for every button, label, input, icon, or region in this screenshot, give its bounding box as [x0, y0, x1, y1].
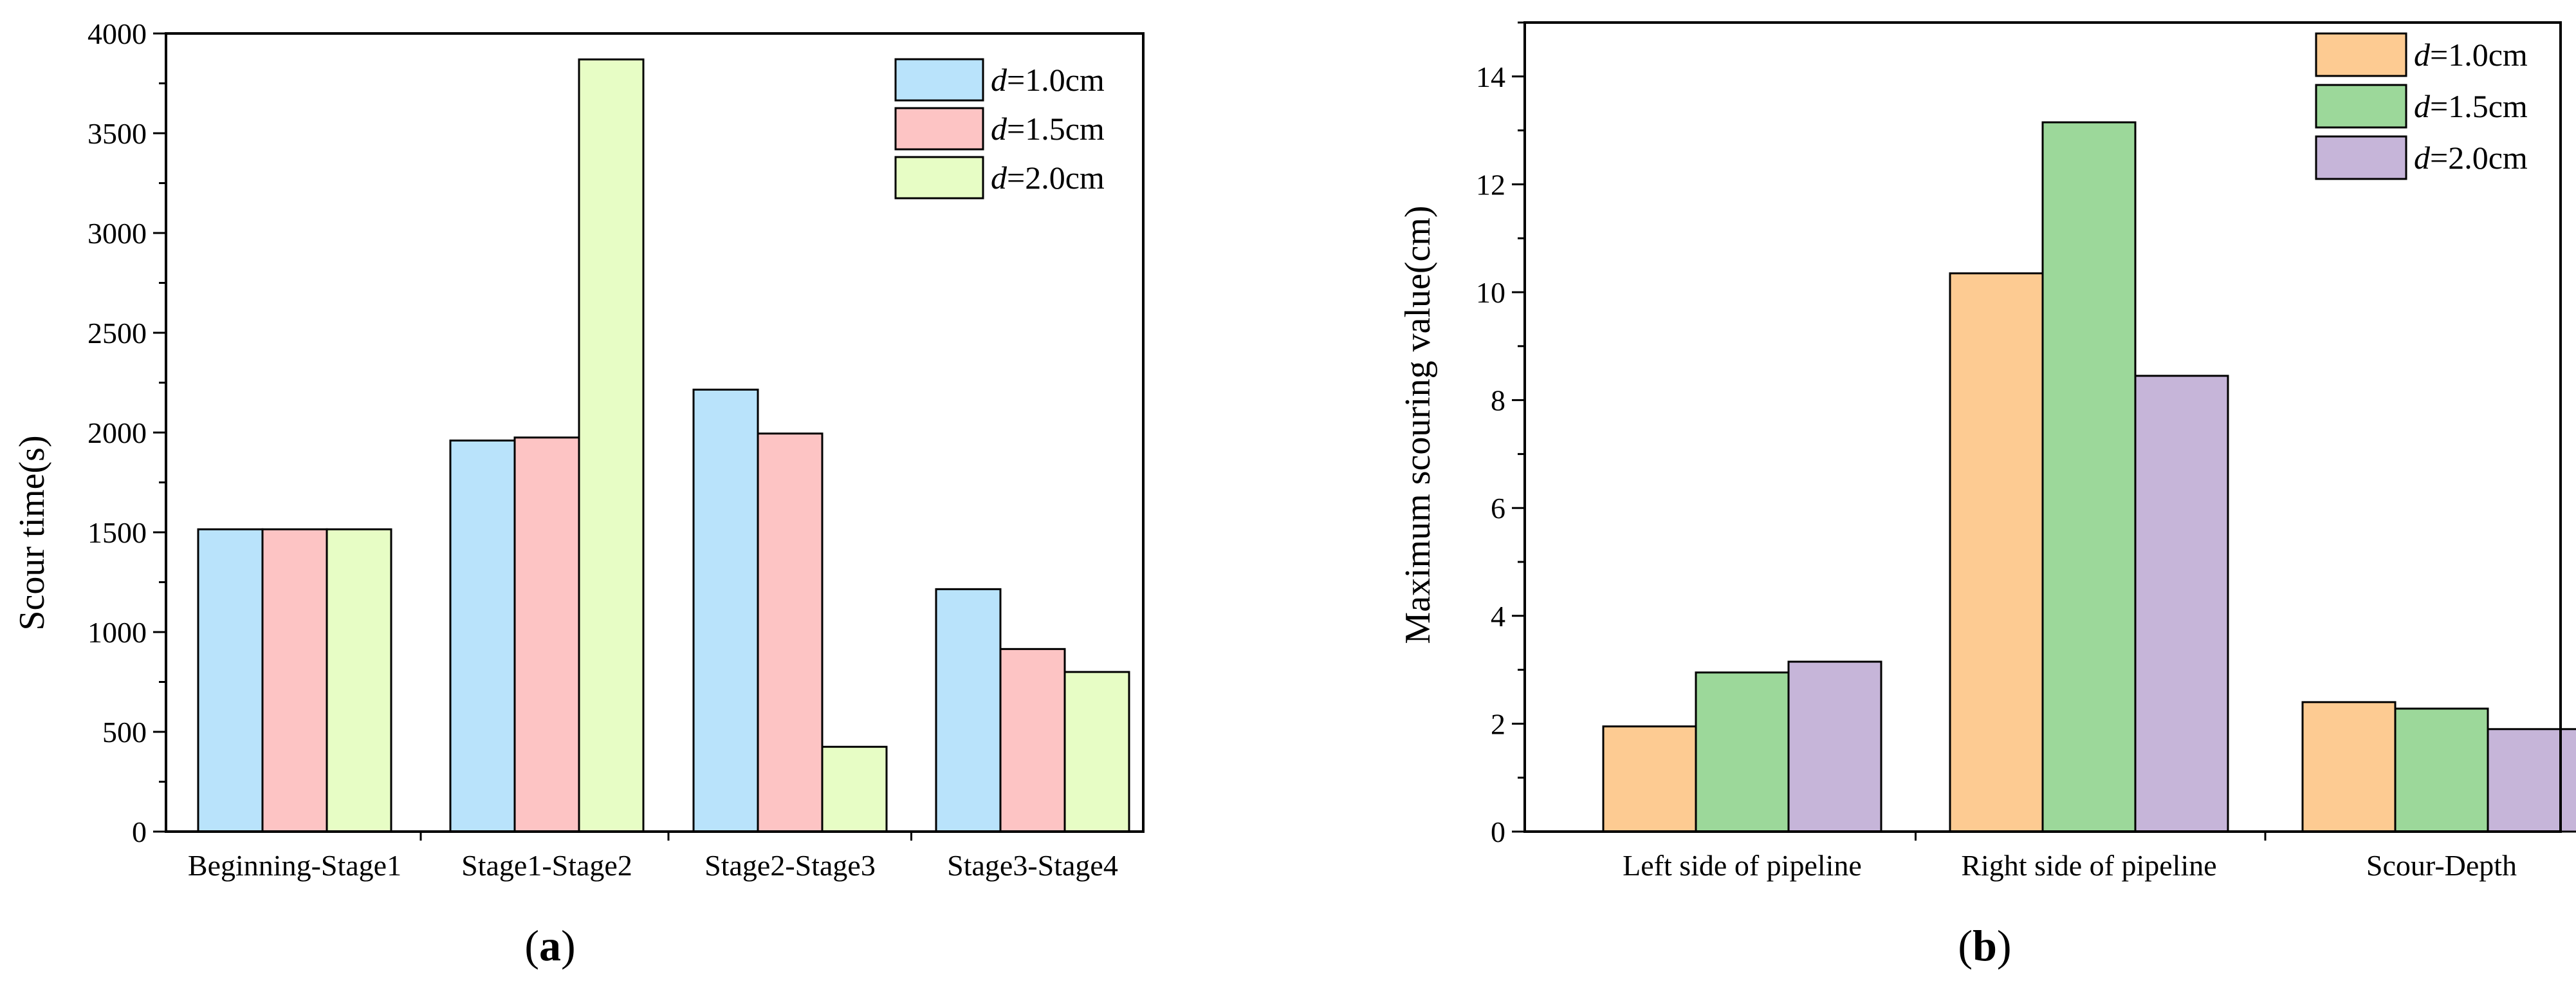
bar [1949, 272, 2044, 833]
y-axis-title: Scour time(s) [12, 435, 52, 630]
y-tick-label: 500 [102, 716, 147, 749]
tick-group: Beginning-Stage1 Stage1-Stage2 Stage2-Stag… [87, 17, 1118, 882]
y-tick-label: 3000 [87, 217, 147, 250]
plot-frame [165, 32, 1145, 833]
x-tick-label: Left side of pipeline [1623, 849, 1862, 882]
y-tick-label: 4 [1491, 600, 1505, 633]
chart-panel-b: Maximum scouring value(cm) Left side of … [1398, 21, 2576, 970]
x-tick-label: Stage1-Stage2 [461, 849, 632, 882]
y-tick-label: 4000 [87, 17, 147, 50]
bar [2134, 375, 2229, 833]
x-tick-label: Stage2-Stage3 [704, 849, 876, 882]
legend: d=1.0cm d=1.5cm d=2.0cm [2315, 32, 2528, 180]
y-tick-label: 2 [1491, 707, 1505, 740]
bar [1602, 725, 1697, 833]
bar [692, 388, 759, 833]
legend-swatch [894, 156, 984, 200]
bar [2394, 707, 2489, 833]
bar [513, 436, 580, 833]
y-axis-title: Maximum scouring value(cm) [1398, 205, 1438, 644]
bar-group [197, 58, 1130, 833]
bar [999, 648, 1066, 833]
legend-label: d=2.0cm [991, 160, 1105, 196]
legend-label: d=1.5cm [2414, 88, 2528, 124]
panel-label: (b) [1958, 921, 2011, 970]
bar [261, 528, 328, 833]
x-tick-label: Right side of pipeline [1961, 849, 2216, 882]
bar [935, 588, 1002, 833]
bar-group [1602, 121, 2576, 833]
x-tick-label: Beginning-Stage1 [188, 849, 401, 882]
legend-swatch [894, 58, 984, 102]
legend-swatch [2315, 32, 2407, 77]
legend-label: d=1.0cm [991, 62, 1105, 98]
legend-swatch [2315, 84, 2407, 129]
panel-label: (a) [524, 921, 575, 970]
legend-swatch [2315, 135, 2407, 180]
y-tick-label: 8 [1491, 384, 1505, 417]
y-tick-label: 2000 [87, 416, 147, 449]
bar [197, 528, 264, 833]
legend: d=1.0cm d=1.5cm d=2.0cm [894, 58, 1105, 200]
y-tick-label: 14 [1476, 61, 1505, 93]
y-tick-label: 1500 [87, 516, 147, 549]
bar [326, 528, 392, 833]
bar [757, 433, 823, 833]
y-tick-label: 0 [132, 816, 147, 848]
y-tick-label: 0 [1491, 816, 1505, 848]
bar [1695, 671, 1790, 833]
y-tick-label: 6 [1491, 492, 1505, 525]
y-tick-label: 10 [1476, 276, 1505, 309]
bar [2487, 728, 2576, 833]
bar [578, 58, 645, 833]
x-tick-label: Stage3-Stage4 [947, 849, 1118, 882]
bar [1787, 660, 1882, 833]
x-tick-label: Scour-Depth [2366, 849, 2517, 882]
y-tick-label: 3500 [87, 117, 147, 150]
y-tick-label: 12 [1476, 168, 1505, 201]
y-tick-label: 1000 [87, 616, 147, 649]
legend-label: d=2.0cm [2414, 140, 2528, 176]
bar [2301, 701, 2397, 833]
bar [449, 439, 516, 833]
legend-label: d=1.5cm [991, 111, 1105, 147]
bar [2041, 121, 2137, 833]
tick-group: Left side of pipeline Right side of pipel… [1476, 21, 2517, 882]
bar [1063, 671, 1130, 833]
legend-swatch [894, 107, 984, 151]
chart-panel-a: Scour time(s) Beginning-Stage1 Stage1-Sta… [12, 17, 1145, 970]
bar [821, 745, 888, 833]
y-tick-label: 2500 [87, 317, 147, 350]
plot-frame [1523, 21, 2562, 833]
legend-label: d=1.0cm [2414, 37, 2528, 73]
